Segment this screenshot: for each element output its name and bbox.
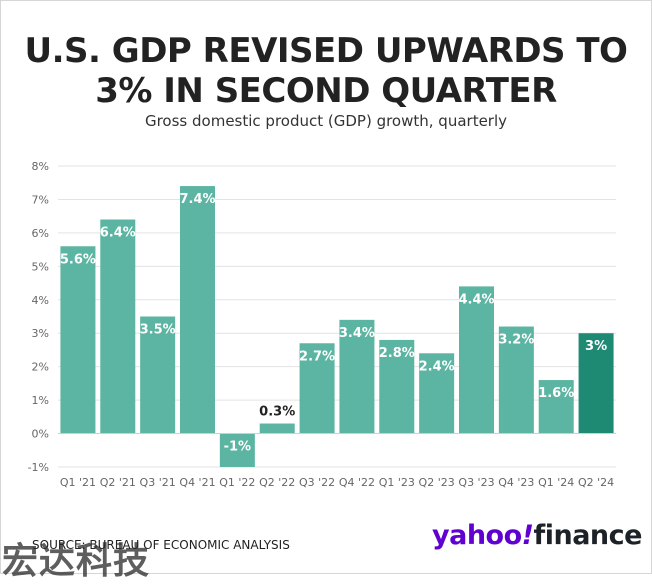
bar: [259, 423, 295, 434]
bar: [60, 246, 96, 434]
bar: [180, 186, 215, 434]
y-tick-label: 0%: [32, 428, 49, 441]
bar: [140, 316, 176, 434]
y-tick-label: -1%: [28, 461, 49, 474]
data-label: 2.8%: [379, 346, 415, 361]
bar: [339, 319, 375, 434]
data-label: 3.4%: [339, 326, 375, 341]
bar: [100, 219, 136, 434]
chart-subtitle: Gross domestic product (GDP) growth, qua…: [144, 112, 508, 130]
bar: [538, 380, 574, 434]
data-label: 5.6%: [60, 252, 96, 267]
bar: [379, 339, 415, 434]
data-label: 7.4%: [179, 192, 215, 207]
logo-exclamation: !: [521, 520, 534, 551]
data-label: 1.6%: [538, 386, 574, 401]
data-label: 3.5%: [140, 323, 176, 338]
data-label: 0.3%: [259, 405, 295, 420]
chart-title-line-2: 3% IN SECOND QUARTER: [95, 71, 557, 111]
bar: [299, 343, 335, 434]
x-tick-label: Q2 '21: [100, 476, 136, 489]
x-tick-label: Q4 '21: [179, 476, 215, 489]
watermark: 宏达科技: [2, 541, 151, 582]
y-tick-label: 4%: [32, 294, 49, 307]
x-tick-label: Q3 '21: [140, 476, 176, 489]
x-tick-label: Q1 '23: [379, 476, 415, 489]
data-label: 4.4%: [458, 292, 494, 307]
bar-chart: -1% 0% 1% 2% 3% 4% 5% 6% 7% 8% 5.6% Q1 '21 6.4% Q2 '2…: [28, 160, 616, 489]
chart-title-line-1: U.S. GDP REVISED UPWARDS TO: [24, 31, 628, 71]
bar: [578, 333, 614, 434]
x-tick-label: Q3 '22: [299, 476, 335, 489]
y-tick-label: 1%: [32, 394, 49, 407]
y-tick-label: 3%: [32, 327, 49, 340]
y-tick-label: 6%: [32, 227, 49, 240]
source-note: SOURCE: BUREAU OF ECONOMIC ANALYSIS: [32, 538, 290, 552]
data-label: 2.7%: [299, 349, 335, 364]
data-label: 6.4%: [100, 226, 136, 241]
x-tick-label: Q3 '23: [458, 476, 494, 489]
x-tick-label: Q1 '24: [538, 476, 574, 489]
data-label: -1%: [224, 440, 251, 455]
y-tick-label: 7%: [32, 193, 49, 206]
logo-finance-text: finance: [533, 520, 642, 551]
data-label: 3%: [585, 339, 607, 354]
data-label: 3.2%: [498, 333, 534, 348]
bar: [419, 353, 455, 434]
y-tick-label: 2%: [32, 361, 49, 374]
y-tick-label: 5%: [32, 260, 49, 273]
x-tick-label: Q2 '23: [419, 476, 455, 489]
x-tick-label: Q2 '24: [578, 476, 614, 489]
yahoo-finance-logo: yahoo!finance: [432, 520, 642, 551]
bar: [219, 433, 255, 467]
y-tick-label: 8%: [32, 160, 49, 173]
bar: [498, 326, 534, 434]
bar: [459, 286, 494, 434]
x-tick-label: Q4 '23: [498, 476, 534, 489]
x-tick-label: Q2 '22: [259, 476, 295, 489]
x-tick-label: Q1 '21: [60, 476, 96, 489]
x-tick-label: Q4 '22: [339, 476, 375, 489]
x-tick-label: Q1 '22: [219, 476, 255, 489]
data-label: 2.4%: [419, 359, 455, 374]
logo-yahoo-text: yahoo: [432, 520, 522, 551]
